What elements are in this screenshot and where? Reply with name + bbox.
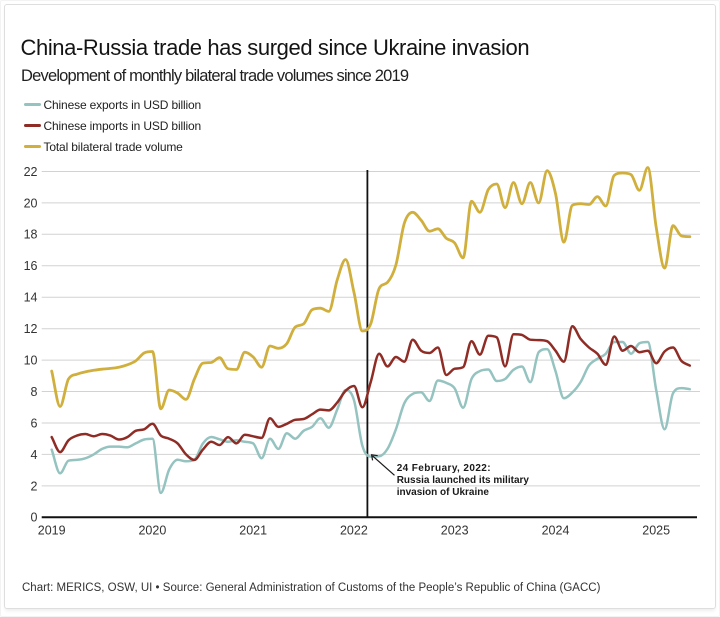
svg-text:invasion of Ukraine: invasion of Ukraine <box>397 487 490 498</box>
svg-text:0: 0 <box>31 511 38 525</box>
svg-text:14: 14 <box>24 291 38 305</box>
svg-text:8: 8 <box>31 385 38 399</box>
svg-text:6: 6 <box>31 416 38 430</box>
svg-text:20: 20 <box>24 196 38 210</box>
svg-text:2019: 2019 <box>38 524 66 538</box>
svg-text:4: 4 <box>31 448 38 462</box>
svg-text:18: 18 <box>24 228 38 242</box>
svg-text:Russia launched its military: Russia launched its military <box>397 475 530 486</box>
svg-text:12: 12 <box>24 322 38 336</box>
svg-text:10: 10 <box>24 354 38 368</box>
svg-text:2023: 2023 <box>441 524 469 538</box>
svg-text:2025: 2025 <box>642 524 670 538</box>
svg-text:2020: 2020 <box>138 524 166 538</box>
svg-text:2021: 2021 <box>239 524 267 538</box>
svg-text:2: 2 <box>31 479 38 493</box>
svg-text:16: 16 <box>24 259 38 273</box>
svg-text:24 February, 2022:: 24 February, 2022: <box>397 463 491 474</box>
svg-text:2024: 2024 <box>542 524 570 538</box>
svg-text:22: 22 <box>24 165 38 179</box>
svg-text:2022: 2022 <box>340 524 368 538</box>
